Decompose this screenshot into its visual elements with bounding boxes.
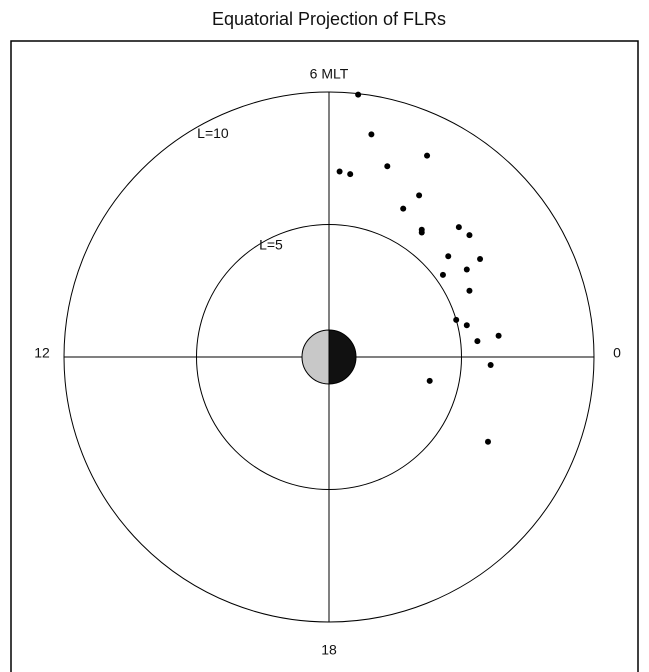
point [455,224,462,231]
direction-label: 6 MLT [310,66,349,82]
point [477,255,484,262]
chart-title: Equatorial Projection of FLRs [212,9,446,29]
point [495,332,502,339]
point [466,287,473,294]
point [416,192,423,199]
point [474,338,481,345]
direction-label: 18 [321,642,337,658]
point [445,253,452,260]
point [347,171,354,178]
frame [10,40,639,672]
point [368,131,375,138]
ring [63,91,595,623]
point [466,232,473,239]
point [439,271,446,278]
point [463,266,470,273]
point [355,91,362,98]
point [453,316,460,323]
point [336,168,343,175]
point [384,163,391,170]
point [418,229,425,236]
points [336,91,502,445]
ring-label: L=10 [197,125,229,141]
direction-label: 12 [34,345,50,361]
point [400,205,407,212]
ring [196,224,462,490]
earth [301,329,357,385]
point [485,438,491,445]
direction-label: 0 [613,345,621,361]
point [463,322,470,329]
point [426,377,433,384]
point [424,152,431,159]
point [487,361,494,368]
ring-label: L=5 [259,236,283,252]
